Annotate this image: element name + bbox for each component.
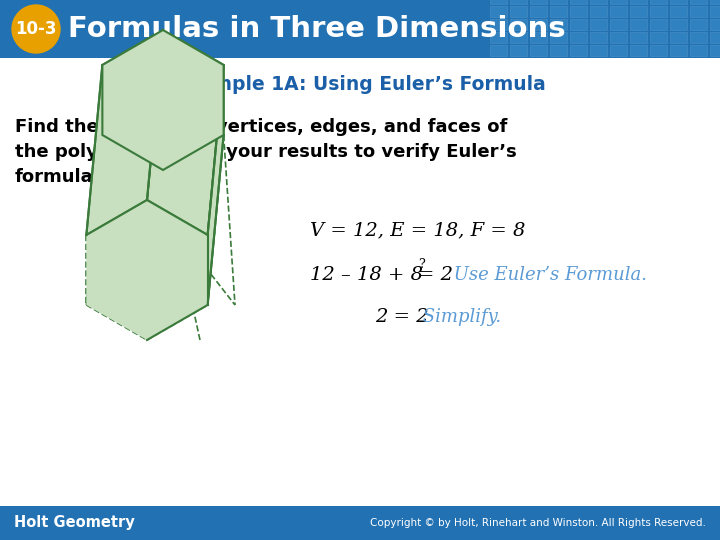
Bar — [530, 6, 547, 17]
Bar — [690, 32, 707, 43]
Text: the polyhedron. Use your results to verify Euler’s: the polyhedron. Use your results to veri… — [15, 143, 517, 161]
Bar — [590, 19, 607, 30]
Text: 2 = 2: 2 = 2 — [375, 308, 428, 326]
Text: Simplify.: Simplify. — [417, 308, 501, 326]
Text: Example 1A: Using Euler’s Formula: Example 1A: Using Euler’s Formula — [175, 75, 545, 93]
Bar — [530, 32, 547, 43]
Bar — [670, 45, 687, 56]
Bar — [590, 0, 607, 4]
Bar — [0, 506, 720, 540]
Text: = 2: = 2 — [418, 266, 453, 284]
Bar — [630, 0, 647, 4]
Bar — [670, 0, 687, 4]
Bar — [570, 19, 587, 30]
Bar — [530, 0, 547, 4]
Polygon shape — [147, 30, 224, 235]
Text: formula.: formula. — [15, 168, 101, 186]
Text: Find the number of vertices, edges, and faces of: Find the number of vertices, edges, and … — [15, 118, 508, 136]
Bar — [650, 45, 667, 56]
Bar — [490, 32, 507, 43]
Text: Use Euler’s Formula.: Use Euler’s Formula. — [448, 266, 647, 284]
Text: Copyright © by Holt, Rinehart and Winston. All Rights Reserved.: Copyright © by Holt, Rinehart and Winsto… — [370, 518, 706, 528]
Bar — [590, 45, 607, 56]
Bar — [710, 19, 720, 30]
Bar — [570, 0, 587, 4]
Bar — [590, 6, 607, 17]
Bar — [710, 45, 720, 56]
Bar — [670, 19, 687, 30]
Bar — [610, 19, 627, 30]
Bar — [550, 19, 567, 30]
Bar — [530, 45, 547, 56]
Bar — [710, 0, 720, 4]
Text: Formulas in Three Dimensions: Formulas in Three Dimensions — [68, 15, 566, 43]
Bar — [550, 6, 567, 17]
Bar — [650, 32, 667, 43]
Bar — [630, 45, 647, 56]
Bar — [510, 19, 527, 30]
Bar — [0, 0, 720, 58]
Bar — [670, 6, 687, 17]
Text: ?: ? — [418, 259, 425, 272]
Bar — [490, 0, 507, 4]
Circle shape — [12, 5, 60, 53]
Bar — [650, 6, 667, 17]
Bar — [510, 6, 527, 17]
Bar — [710, 6, 720, 17]
Bar — [690, 45, 707, 56]
Polygon shape — [207, 65, 224, 305]
Polygon shape — [86, 30, 163, 235]
Bar — [610, 32, 627, 43]
Bar — [630, 6, 647, 17]
Bar — [650, 0, 667, 4]
Bar — [550, 0, 567, 4]
Text: V = 12, E = 18, F = 8: V = 12, E = 18, F = 8 — [310, 221, 526, 239]
Bar — [570, 6, 587, 17]
Bar — [710, 32, 720, 43]
Bar — [670, 32, 687, 43]
Text: 10-3: 10-3 — [15, 20, 57, 38]
Text: 12 – 18 + 8: 12 – 18 + 8 — [310, 266, 429, 284]
Bar — [590, 32, 607, 43]
Bar — [630, 32, 647, 43]
Bar — [610, 0, 627, 4]
Bar — [510, 32, 527, 43]
Bar — [510, 45, 527, 56]
Bar — [650, 19, 667, 30]
Bar — [510, 0, 527, 4]
Bar — [550, 32, 567, 43]
Bar — [570, 32, 587, 43]
Bar — [630, 19, 647, 30]
Bar — [610, 45, 627, 56]
Bar — [490, 45, 507, 56]
Bar — [490, 19, 507, 30]
Bar — [690, 19, 707, 30]
Bar — [550, 45, 567, 56]
Bar — [490, 6, 507, 17]
Text: Holt Geometry: Holt Geometry — [14, 516, 135, 530]
Polygon shape — [86, 200, 207, 340]
Bar — [690, 6, 707, 17]
Bar — [610, 6, 627, 17]
Bar — [570, 45, 587, 56]
Bar — [690, 0, 707, 4]
Polygon shape — [102, 30, 224, 170]
Bar — [530, 19, 547, 30]
